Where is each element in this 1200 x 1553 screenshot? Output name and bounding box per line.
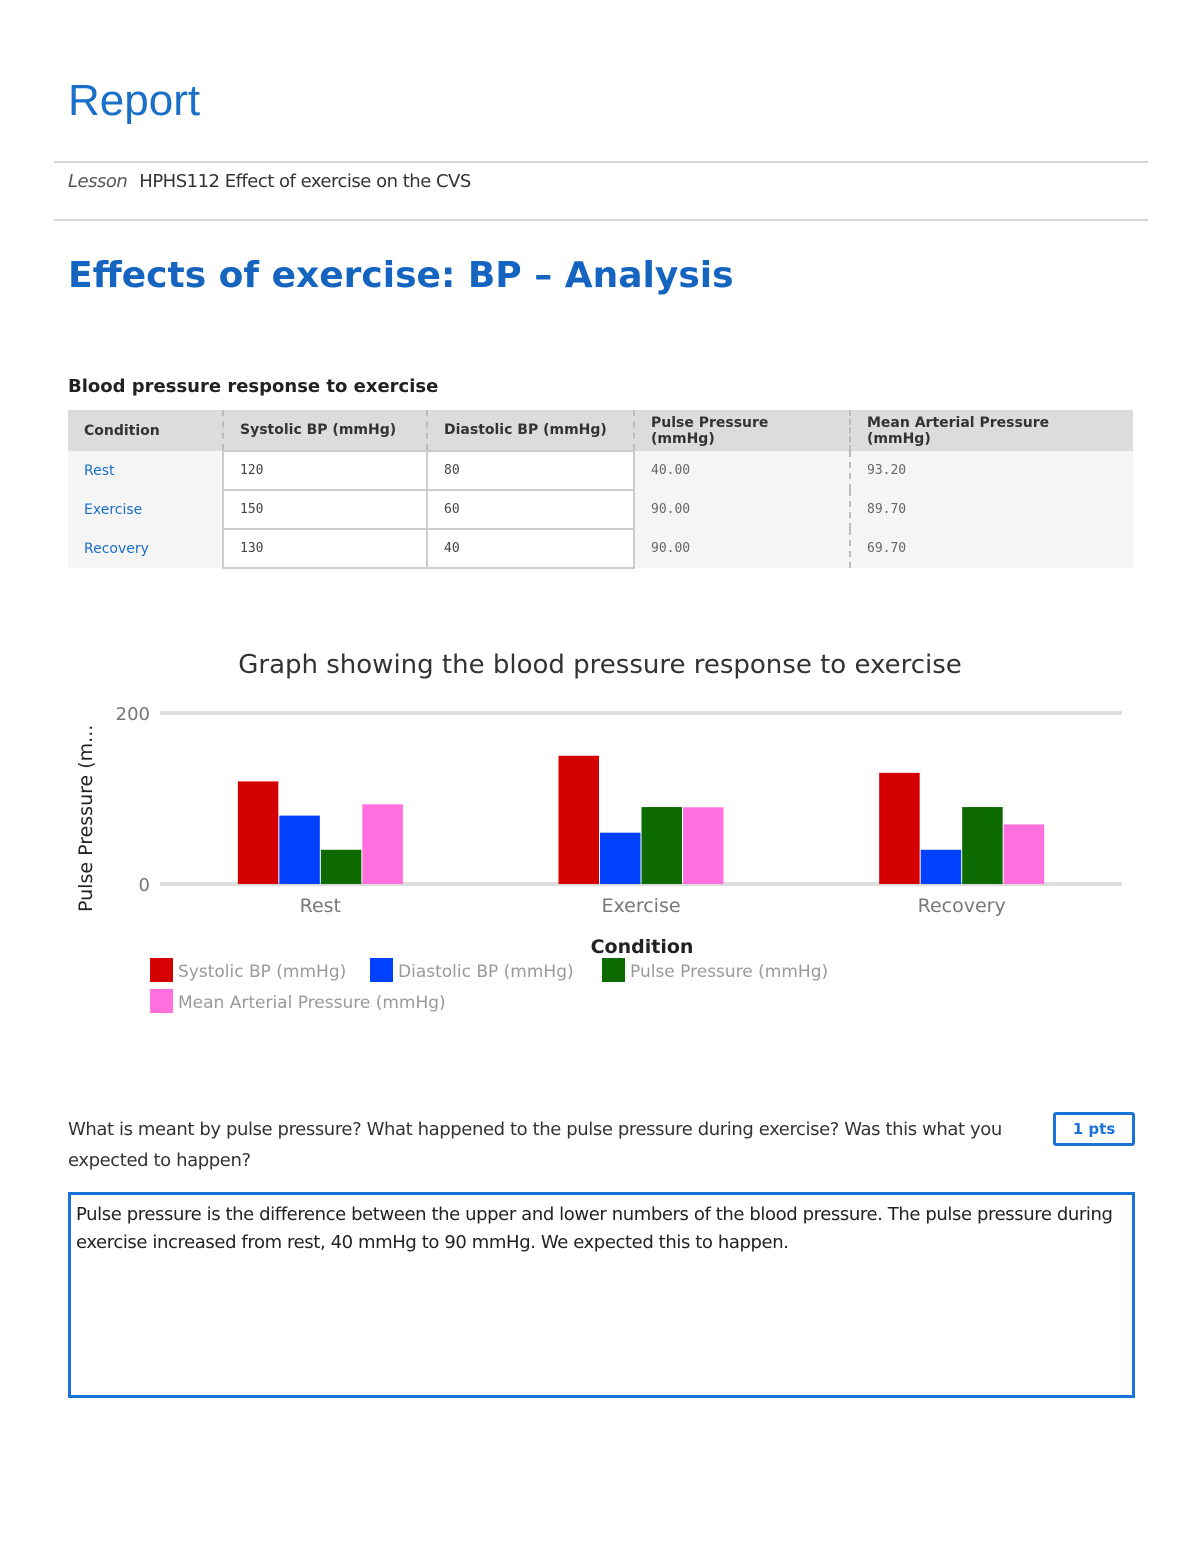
bar xyxy=(962,807,1003,884)
diastolic-input[interactable]: 60 xyxy=(426,489,635,530)
x-axis-label: Condition xyxy=(591,936,694,958)
section-heading: Effects of exercise: BP – Analysis xyxy=(68,255,734,296)
divider xyxy=(54,219,1148,221)
legend-label: Systolic BP (mmHg) xyxy=(178,962,346,982)
table-row: Rest 120 80 40.00 93.20 xyxy=(68,450,1133,491)
legend-label: Pulse Pressure (mmHg) xyxy=(630,962,828,982)
legend-label: Diastolic BP (mmHg) xyxy=(398,962,574,982)
bar xyxy=(558,755,599,884)
column-header: Condition xyxy=(68,410,223,451)
table-header-row: Condition Systolic BP (mmHg) Diastolic B… xyxy=(68,410,1133,451)
condition-cell: Exercise xyxy=(68,490,223,529)
legend-label: Mean Arterial Pressure (mmHg) xyxy=(178,993,446,1013)
x-tick-label: Exercise xyxy=(601,895,680,917)
answer-textarea[interactable]: Pulse pressure is the difference between… xyxy=(68,1192,1135,1398)
chart-title: Graph showing the blood pressure respons… xyxy=(238,650,962,680)
bar xyxy=(683,807,724,884)
diastolic-input[interactable]: 80 xyxy=(426,450,635,491)
legend-swatch xyxy=(602,958,625,982)
x-tick-label: Recovery xyxy=(918,895,1006,917)
bar xyxy=(320,849,362,884)
pulse-pressure-cell: 90.00 xyxy=(633,529,850,568)
legend-swatch xyxy=(370,958,393,982)
lesson-line: Lesson HPHS112 Effect of exercise on the … xyxy=(68,171,471,192)
y-axis-label: Pulse Pressure (m... xyxy=(75,725,97,912)
condition-cell: Rest xyxy=(68,451,223,490)
table-row: Exercise 150 60 90.00 89.70 xyxy=(68,489,1133,530)
column-header: Diastolic BP (mmHg) xyxy=(426,410,634,451)
bar xyxy=(641,807,682,884)
column-header: Pulse Pressure (mmHg) xyxy=(633,410,850,451)
pulse-pressure-cell: 90.00 xyxy=(633,490,850,529)
y-tick-label: 0 xyxy=(139,875,150,896)
map-cell: 93.20 xyxy=(849,451,1133,490)
bar xyxy=(920,849,962,884)
divider xyxy=(54,161,1148,163)
points-badge: 1 pts xyxy=(1053,1112,1135,1146)
table-row: Recovery 130 40 90.00 69.70 xyxy=(68,528,1133,569)
question-text: What is meant by pulse pressure? What ha… xyxy=(68,1119,1002,1171)
bar-chart: 0 200 Rest Exercise Recovery Condition Pulse P… xyxy=(75,704,1122,1013)
lesson-name: HPHS112 Effect of exercise on the CVS xyxy=(139,171,471,192)
diastolic-input[interactable]: 40 xyxy=(426,528,635,569)
bar xyxy=(279,815,320,884)
lesson-label: Lesson xyxy=(68,171,128,192)
bar xyxy=(600,832,641,884)
map-cell: 69.70 xyxy=(849,529,1133,568)
y-tick-label: 200 xyxy=(116,704,150,725)
column-header: Systolic BP (mmHg) xyxy=(222,410,427,451)
bp-table: Condition Systolic BP (mmHg) Diastolic B… xyxy=(68,410,1133,569)
legend-swatch xyxy=(150,958,173,982)
bar xyxy=(879,772,920,884)
bar xyxy=(237,781,279,884)
bar xyxy=(362,804,403,884)
column-header: Mean Arterial Pressure (mmHg) xyxy=(849,410,1133,451)
systolic-input[interactable]: 150 xyxy=(222,489,428,530)
bar xyxy=(1003,824,1045,884)
systolic-input[interactable]: 130 xyxy=(222,528,428,569)
map-cell: 89.70 xyxy=(849,490,1133,529)
report-title: Report xyxy=(68,76,201,125)
legend-swatch xyxy=(150,989,173,1013)
condition-cell: Recovery xyxy=(68,529,223,568)
pulse-pressure-cell: 40.00 xyxy=(633,451,850,490)
systolic-input[interactable]: 120 xyxy=(222,450,428,491)
table-title: Blood pressure response to exercise xyxy=(68,376,439,397)
x-tick-label: Rest xyxy=(300,895,341,917)
